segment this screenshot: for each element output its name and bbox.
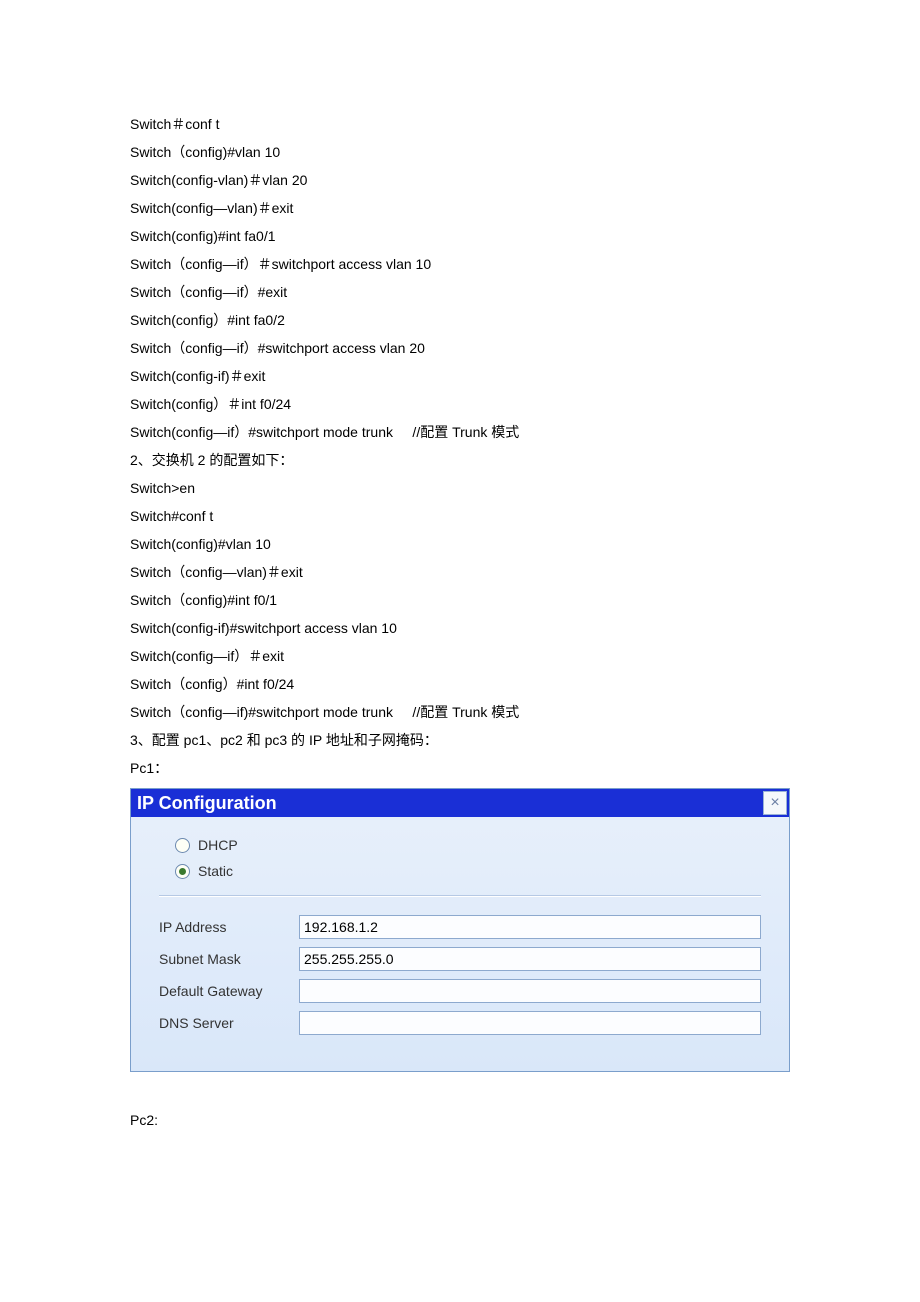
field-label: Default Gateway bbox=[159, 983, 299, 999]
code-line: 3、配置 pc1、pc2 和 pc3 的 IP 地址和子网掩码： bbox=[130, 726, 790, 754]
radio-label: Static bbox=[198, 863, 233, 879]
field-label: Subnet Mask bbox=[159, 951, 299, 967]
radio-selected-dot bbox=[179, 868, 186, 875]
code-line: Switch（config）#int f0/24 bbox=[130, 670, 790, 698]
close-icon: × bbox=[770, 794, 779, 812]
ip-config-panel: IP Configuration × DHCP Static bbox=[130, 788, 790, 1072]
field-ip-address: IP Address bbox=[159, 915, 761, 939]
panel-title: IP Configuration bbox=[131, 793, 277, 814]
code-line: Switch(config）#int fa0/2 bbox=[130, 306, 790, 334]
code-line: Switch(config-if)＃exit bbox=[130, 362, 790, 390]
radio-icon bbox=[175, 838, 190, 853]
field-dns-server: DNS Server bbox=[159, 1011, 761, 1035]
code-line: Switch(config-vlan)＃vlan 20 bbox=[130, 166, 790, 194]
code-line: Switch（config—if）＃switchport access vlan… bbox=[130, 250, 790, 278]
field-label: IP Address bbox=[159, 919, 299, 935]
code-line: Switch(config)#vlan 10 bbox=[130, 530, 790, 558]
subnet-mask-input[interactable] bbox=[299, 947, 761, 971]
ip-address-input[interactable] bbox=[299, 915, 761, 939]
code-line: Switch＃conf t bbox=[130, 110, 790, 138]
code-line: Switch(config)#int fa0/1 bbox=[130, 222, 790, 250]
code-line: Switch（config—if）#switchport access vlan… bbox=[130, 334, 790, 362]
code-line: Switch(config）＃int f0/24 bbox=[130, 390, 790, 418]
radio-label: DHCP bbox=[198, 837, 238, 853]
panel-header: IP Configuration × bbox=[131, 789, 789, 817]
code-line: Switch(config—if）#switchport mode trunk … bbox=[130, 418, 790, 446]
code-line: Switch(config—vlan)＃exit bbox=[130, 194, 790, 222]
code-line: Switch（config—if)#switchport mode trunk … bbox=[130, 698, 790, 726]
radio-static[interactable]: Static bbox=[175, 863, 761, 879]
code-line: Switch（config—if）#exit bbox=[130, 278, 790, 306]
code-block: Switch＃conf t Switch（config)#vlan 10 Swi… bbox=[130, 110, 790, 782]
code-line: 2、交换机 2 的配置如下： bbox=[130, 446, 790, 474]
panel-body: DHCP Static IP Address Subnet Mask bbox=[131, 817, 789, 1071]
code-line: Pc1： bbox=[130, 754, 790, 782]
code-line: Switch(config-if)#switchport access vlan… bbox=[130, 614, 790, 642]
divider bbox=[159, 895, 761, 897]
code-line: Switch>en bbox=[130, 474, 790, 502]
code-line: Switch(config—if）＃exit bbox=[130, 642, 790, 670]
default-gateway-input[interactable] bbox=[299, 979, 761, 1003]
radio-dhcp[interactable]: DHCP bbox=[175, 837, 761, 853]
code-line: Switch#conf t bbox=[130, 502, 790, 530]
close-button[interactable]: × bbox=[763, 791, 787, 815]
dns-server-input[interactable] bbox=[299, 1011, 761, 1035]
after-text: Pc2: bbox=[130, 1112, 790, 1128]
field-subnet-mask: Subnet Mask bbox=[159, 947, 761, 971]
field-default-gateway: Default Gateway bbox=[159, 979, 761, 1003]
code-line: Switch（config—vlan)＃exit bbox=[130, 558, 790, 586]
code-line: Switch（config)#int f0/1 bbox=[130, 586, 790, 614]
radio-icon bbox=[175, 864, 190, 879]
field-label: DNS Server bbox=[159, 1015, 299, 1031]
ip-mode-radio-group: DHCP Static bbox=[175, 837, 761, 879]
code-line: Switch（config)#vlan 10 bbox=[130, 138, 790, 166]
